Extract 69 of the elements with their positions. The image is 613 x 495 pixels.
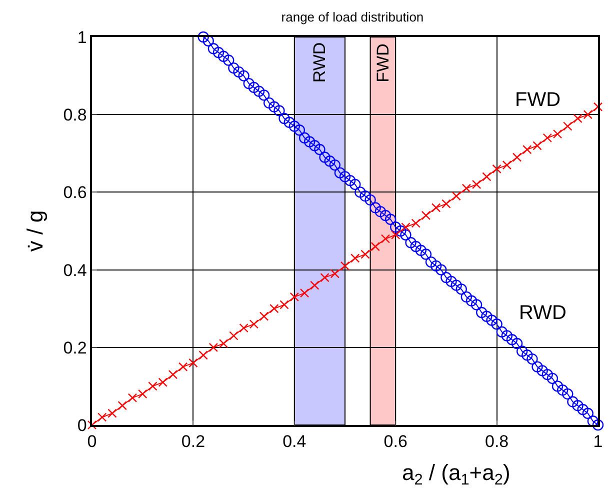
point [350, 254, 360, 263]
point [208, 342, 218, 352]
point [512, 152, 522, 162]
point [300, 288, 310, 298]
y-tick-label: 0.8 [63, 106, 87, 125]
annotation: RWD [519, 302, 566, 324]
point [492, 164, 502, 174]
point [583, 110, 592, 120]
point [87, 420, 97, 430]
x-tick-label: 1 [593, 432, 603, 452]
point [573, 114, 582, 124]
point [108, 408, 117, 418]
point [442, 199, 451, 208]
point [178, 362, 188, 372]
band-label: FWD [374, 44, 393, 82]
point [340, 261, 350, 271]
point [118, 401, 127, 410]
point [168, 370, 178, 380]
point [158, 378, 168, 387]
point [542, 133, 552, 142]
y-tick-label: 0 [77, 416, 87, 435]
point [128, 393, 138, 402]
y-tick-label: 0.2 [63, 338, 87, 358]
point [502, 160, 512, 170]
point [290, 292, 299, 302]
point [259, 312, 269, 321]
point [380, 234, 390, 244]
point [462, 184, 472, 193]
point [218, 338, 228, 348]
point [411, 218, 420, 228]
point [270, 304, 279, 314]
point [401, 222, 410, 232]
y-axis-title: v̇ / g [22, 210, 48, 252]
point [239, 323, 248, 333]
point [552, 129, 562, 139]
point [563, 122, 572, 131]
point [330, 269, 340, 278]
point [310, 280, 320, 290]
annotation: FWD [515, 89, 561, 111]
x-axis-title: a$_{2}$ / (a$_{1}$+a$_{2}$) [402, 460, 510, 489]
point [148, 382, 158, 391]
y-tick-label: 0.4 [63, 260, 87, 280]
point [320, 272, 330, 282]
x-tick-label: 0.2 [181, 432, 206, 452]
point [229, 331, 238, 340]
point [198, 350, 208, 360]
point [421, 210, 431, 220]
x-tick-label: 0.6 [384, 432, 408, 452]
point [138, 389, 148, 399]
point [452, 191, 461, 201]
point [188, 358, 198, 368]
point [472, 180, 482, 190]
x-tick-label: 0.4 [282, 432, 306, 452]
point [532, 141, 542, 150]
chart-title: range of load distribution [281, 9, 424, 24]
point [431, 203, 441, 212]
y-tick-label: 1 [77, 28, 87, 47]
point [280, 300, 289, 310]
x-tick-label: 0.8 [484, 432, 509, 452]
point [98, 412, 107, 422]
point [482, 172, 492, 182]
point [593, 102, 603, 112]
point [391, 230, 400, 240]
y-tick-label: 0.6 [63, 183, 87, 202]
point [249, 320, 259, 329]
band-label: RWD [310, 42, 329, 83]
point [522, 144, 532, 154]
point [360, 250, 370, 259]
point [370, 242, 380, 252]
